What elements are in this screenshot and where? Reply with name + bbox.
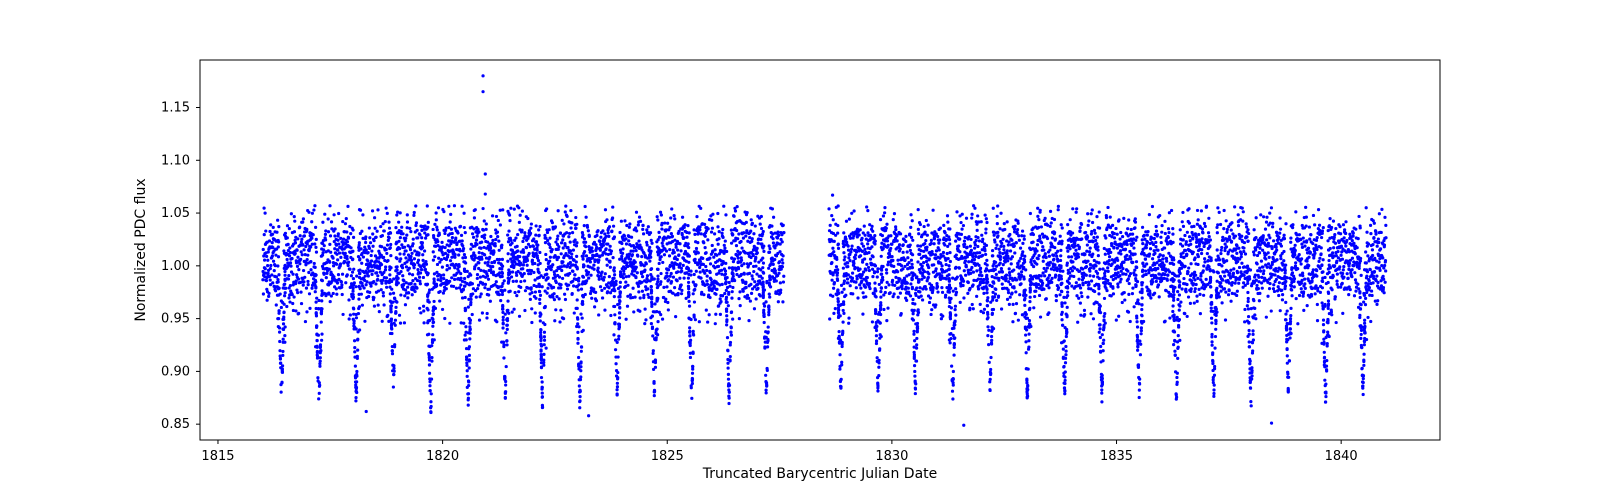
x-tick-label: 1820 — [426, 449, 459, 464]
y-tick-label: 0.85 — [161, 417, 190, 432]
y-tick-label: 1.05 — [161, 206, 190, 221]
y-ticks: 0.85 0.90 0.95 1.00 1.05 1.10 1.15 — [161, 101, 200, 433]
y-tick-label: 1.15 — [161, 101, 190, 116]
y-tick-label: 1.00 — [161, 259, 190, 274]
x-tick-label: 1835 — [1100, 449, 1133, 464]
lightcurve-chart: 1815 1820 1825 1830 1835 1840 0.85 0.90 0.95 1.0… — [0, 0, 1600, 500]
chart-svg: 1815 1820 1825 1830 1835 1840 0.85 0.90 0.95 1.0… — [0, 0, 1600, 500]
x-tick-label: 1815 — [201, 449, 234, 464]
y-tick-label: 0.95 — [161, 312, 190, 327]
y-tick-label: 1.10 — [161, 153, 190, 168]
y-axis-label: Normalized PDC flux — [133, 178, 149, 321]
x-tick-label: 1840 — [1325, 449, 1358, 464]
x-axis-label: Truncated Barycentric Julian Date — [702, 466, 938, 482]
x-ticks: 1815 1820 1825 1830 1835 1840 — [201, 440, 1357, 464]
scatter-series — [261, 74, 1387, 427]
y-tick-label: 0.90 — [161, 364, 190, 379]
x-tick-label: 1825 — [651, 449, 684, 464]
x-tick-label: 1830 — [875, 449, 908, 464]
